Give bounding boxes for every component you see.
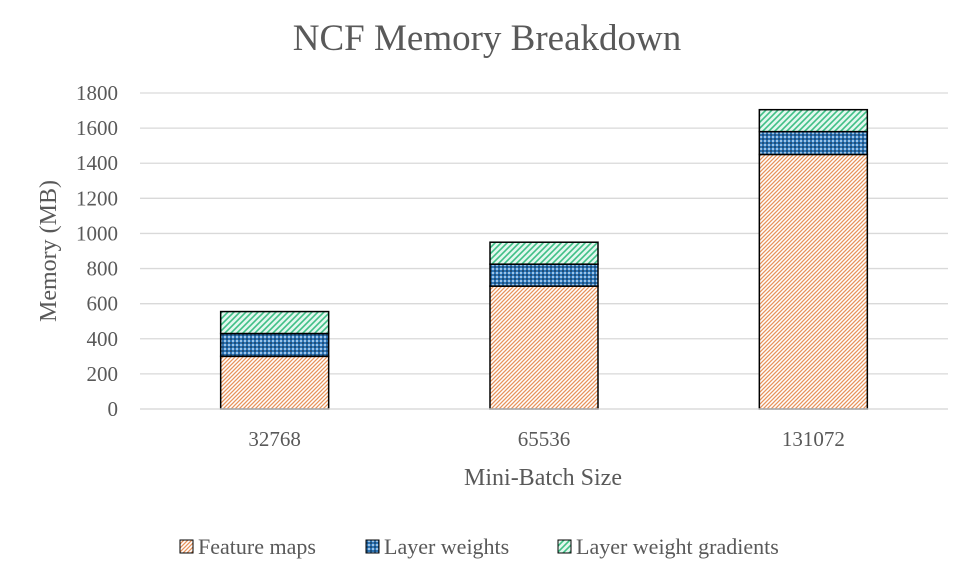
legend-label: Feature maps — [198, 534, 316, 559]
legend-swatch — [365, 539, 380, 554]
legend-swatch — [557, 539, 572, 554]
y-tick-label: 1600 — [76, 116, 118, 140]
y-axis-title: Memory (MB) — [36, 180, 62, 322]
bar-layer-weights — [489, 263, 599, 287]
y-tick-label: 0 — [108, 397, 119, 421]
plot-area: 0 200 400 600 800 1000 1200 1400 1600 1800 32768 65… — [76, 81, 948, 451]
y-tick-label: 1800 — [76, 81, 118, 105]
x-axis-title: Mini-Batch Size — [464, 465, 622, 491]
x-tick-label: 32768 — [248, 427, 301, 451]
bar-layer-weight-gradients — [219, 310, 330, 335]
legend-label: Layer weight gradients — [576, 534, 779, 559]
y-tick-label: 1000 — [76, 221, 118, 245]
bar-feature-maps — [758, 153, 869, 410]
bar-layer-weight-gradients — [758, 108, 869, 133]
legend-label: Layer weights — [384, 534, 509, 559]
bar-layer-weights — [219, 332, 330, 358]
bar-feature-maps — [489, 285, 599, 410]
chart-title: NCF Memory Breakdown — [293, 18, 681, 59]
y-tick-label: 200 — [87, 362, 119, 386]
y-tick-label: 400 — [87, 327, 119, 351]
y-tick-label: 800 — [87, 257, 119, 281]
y-tick-label: 1400 — [76, 151, 118, 175]
legend-swatch — [179, 539, 194, 554]
x-tick-label: 131072 — [782, 427, 845, 451]
bar-feature-maps — [219, 355, 330, 410]
bar-layer-weights — [758, 130, 869, 156]
x-tick-label: 65536 — [518, 427, 571, 451]
bar-layer-weight-gradients — [489, 241, 599, 265]
y-tick-label: 1200 — [76, 186, 118, 210]
legend: Feature maps Layer weights Layer weight gr… — [179, 534, 779, 559]
y-tick-label: 600 — [87, 292, 119, 316]
